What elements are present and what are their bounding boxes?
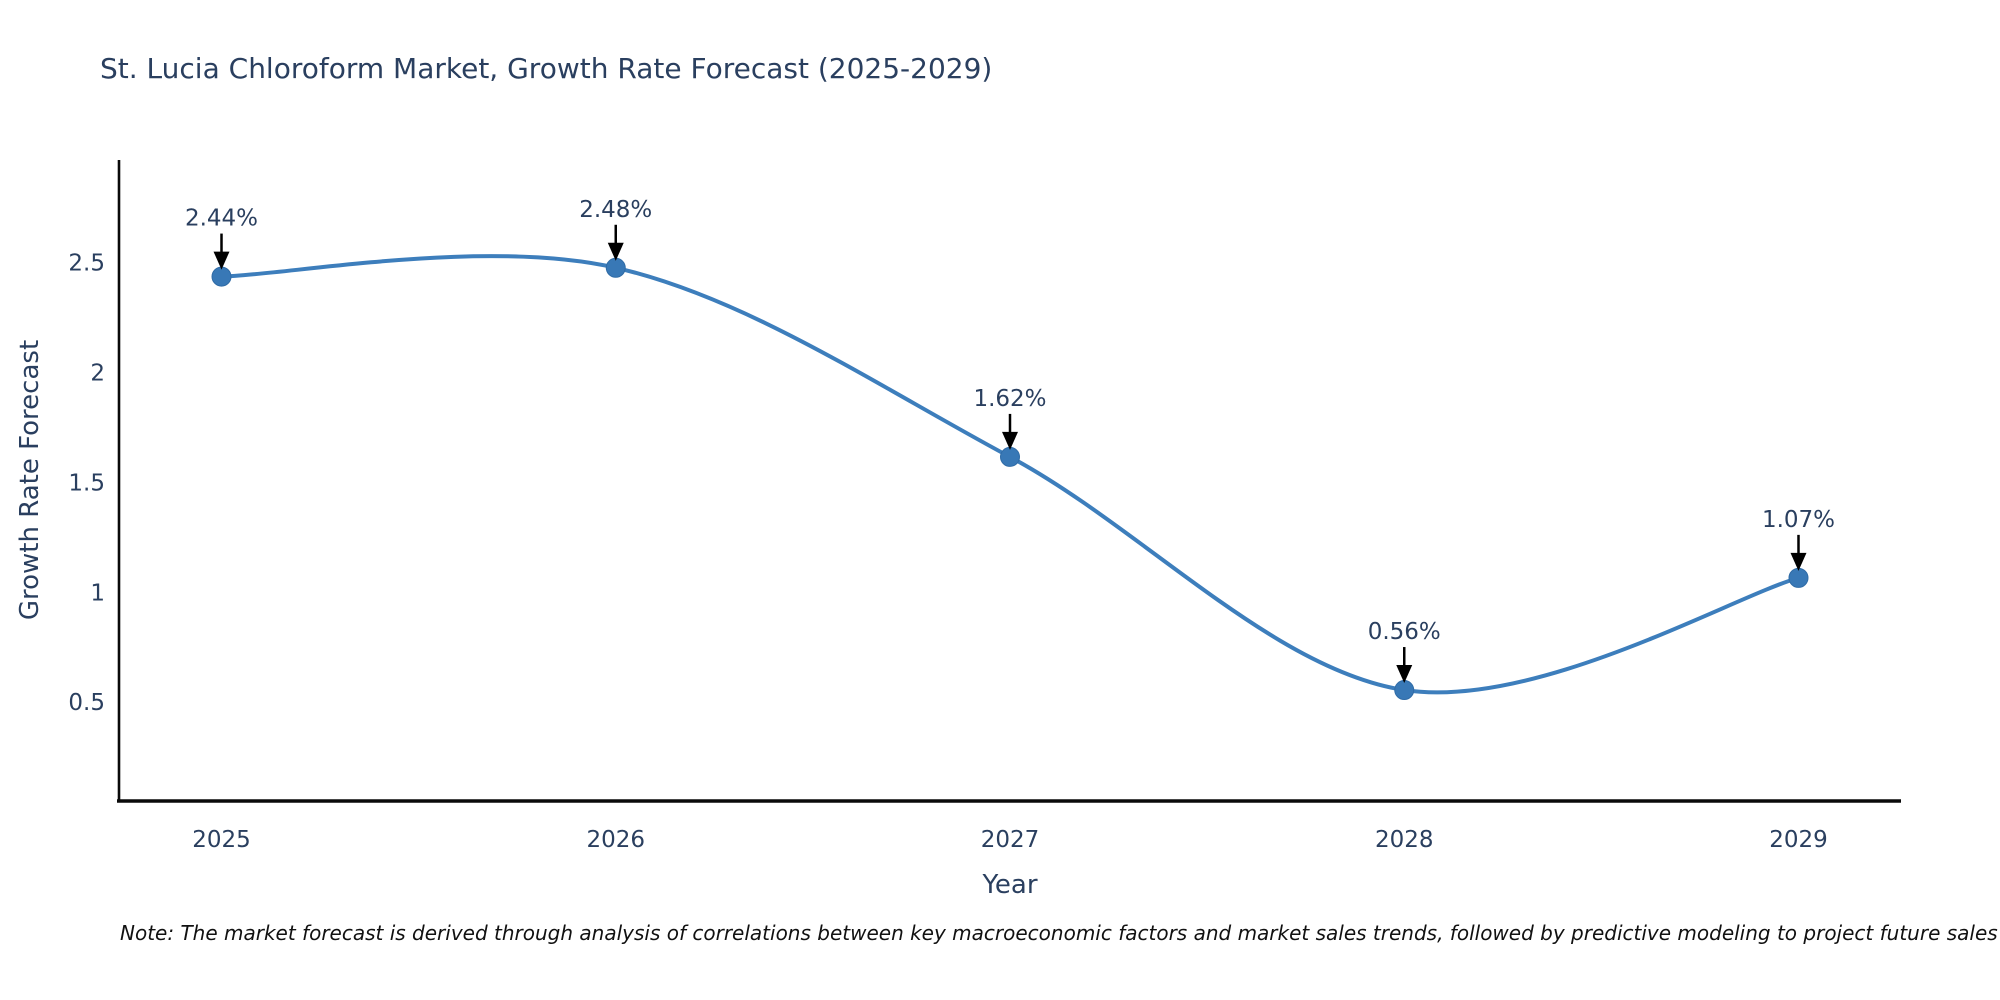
data-point-label: 1.07%	[1762, 507, 1835, 533]
data-point-label: 2.48%	[579, 197, 652, 223]
forecast-line	[219, 254, 1801, 695]
x-tick-label: 2028	[1375, 827, 1434, 853]
annotation-arrow-head	[607, 242, 624, 261]
data-point-label: 1.62%	[973, 386, 1046, 412]
data-point-label: 2.44%	[185, 206, 258, 232]
y-tick-label: 1	[90, 580, 105, 606]
annotation-arrow-head	[213, 251, 230, 270]
x-tick-label: 2026	[586, 827, 645, 853]
chart-title: St. Lucia Chloroform Market, Growth Rate…	[100, 52, 993, 85]
data-point-marker	[1788, 567, 1809, 588]
data-point-marker	[1000, 446, 1020, 467]
x-tick-label: 2029	[1769, 827, 1828, 853]
note-text: Note: The market forecast is derived thr…	[120, 921, 1998, 945]
data-point-marker	[1394, 680, 1415, 701]
x-axis-title: Year	[981, 870, 1037, 900]
y-tick-label: 2.5	[68, 250, 105, 276]
y-tick-label: 0.5	[68, 690, 105, 716]
x-tick-label: 2027	[981, 827, 1040, 853]
annotation-arrow-head	[1396, 665, 1413, 684]
data-point-marker	[211, 266, 232, 287]
y-axis-title: Growth Rate Forecast	[15, 340, 45, 620]
annotation-arrow-head	[1002, 431, 1018, 450]
y-tick-label: 1.5	[68, 470, 105, 496]
data-point-marker	[605, 257, 626, 278]
x-tick-label: 2025	[192, 827, 251, 853]
y-tick-label: 2	[90, 360, 105, 386]
data-point-label: 0.56%	[1368, 619, 1441, 645]
annotation-arrow-head	[1790, 552, 1807, 571]
